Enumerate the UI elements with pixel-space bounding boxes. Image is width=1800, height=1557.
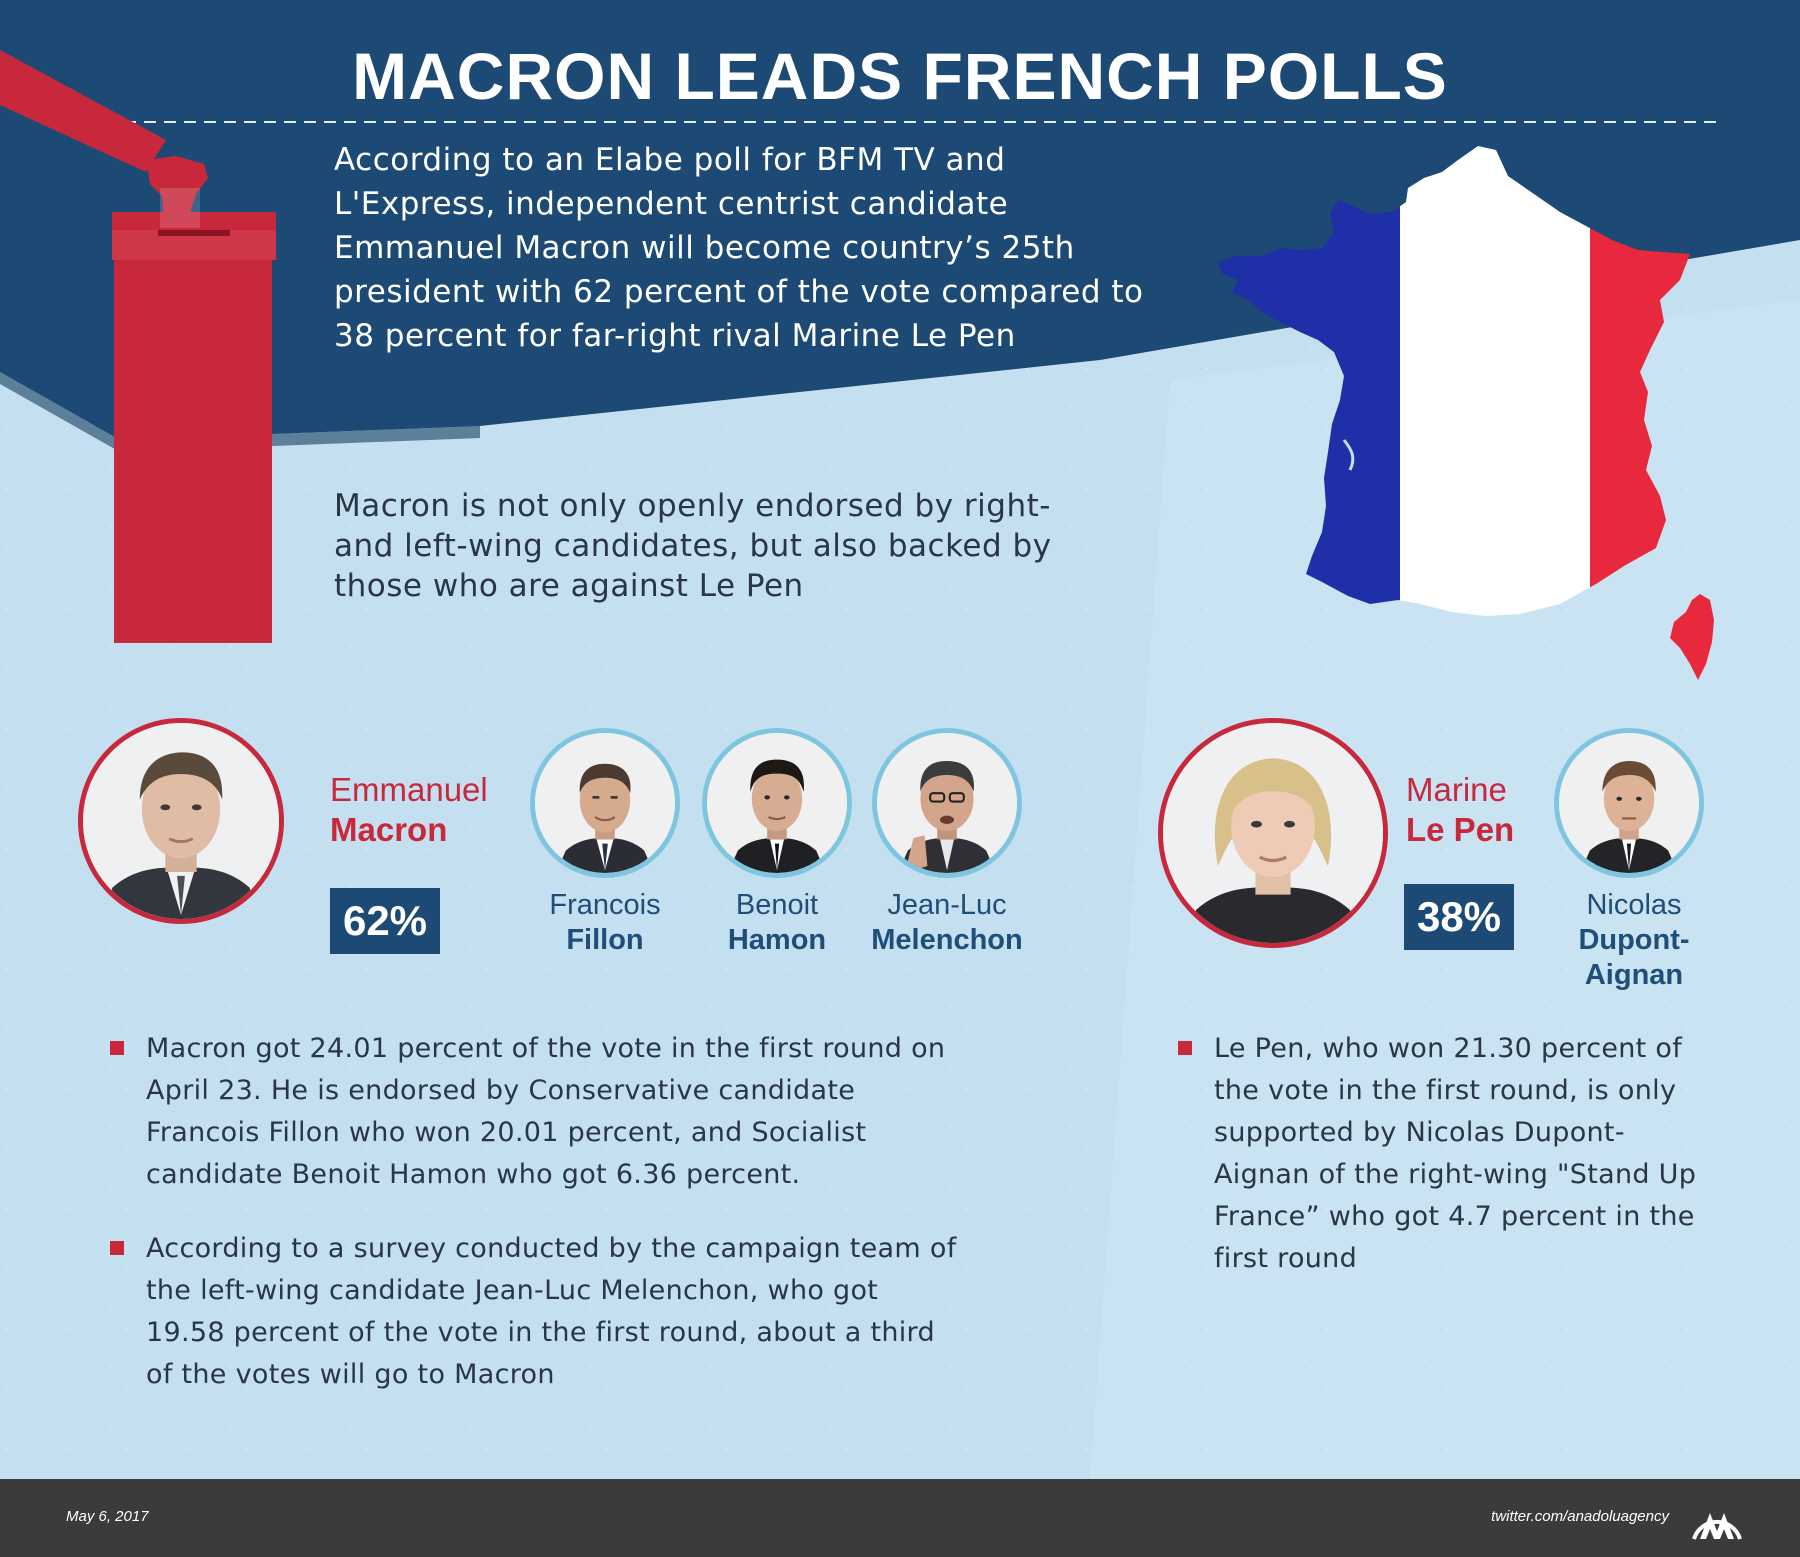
- fillon-name: Francois Fillon: [530, 888, 680, 958]
- hamon-first-name: Benoit: [735, 889, 819, 921]
- bullet-square-icon: [1178, 1041, 1192, 1055]
- macron-first-name: Emmanuel: [330, 771, 488, 808]
- endorsement-paragraph: Macron is not only openly endorsed by ri…: [334, 488, 1052, 604]
- ballot-box-icon: [0, 50, 276, 643]
- lepen-first-name: Marine: [1406, 771, 1507, 808]
- hamon-name: Benoit Hamon: [702, 888, 852, 958]
- bullet-text: Macron got 24.01 percent of the vote in …: [146, 1033, 946, 1190]
- intro-paragraph: According to an Elabe poll for BFM TV an…: [334, 142, 1144, 354]
- footer: May 6, 2017 twitter.com/anadoluagency: [0, 1479, 1800, 1557]
- twitter-link[interactable]: twitter.com/anadoluagency: [1491, 1508, 1669, 1525]
- macron-last-name: Macron: [330, 810, 448, 848]
- melenchon-portrait: [872, 728, 1022, 878]
- right-bullet-list: Le Pen, who won 21.30 percent of the vot…: [1178, 1028, 1708, 1312]
- fillon-portrait: [530, 728, 680, 878]
- lepen-percent-badge: 38%: [1404, 884, 1514, 950]
- bullet-text: Le Pen, who won 21.30 percent of the vot…: [1214, 1033, 1697, 1274]
- macron-name: Emmanuel Macron: [330, 770, 488, 849]
- list-item: Le Pen, who won 21.30 percent of the vot…: [1178, 1028, 1708, 1280]
- lepen-last-name: Le Pen: [1406, 810, 1515, 848]
- fillon-first-name: Francois: [549, 889, 661, 921]
- lepen-name: Marine Le Pen: [1406, 770, 1514, 849]
- dupont-aignan-portrait: [1554, 728, 1704, 878]
- footer-date: May 6, 2017: [66, 1508, 149, 1525]
- list-item: Macron got 24.01 percent of the vote in …: [110, 1028, 960, 1196]
- list-item: According to a survey conducted by the c…: [110, 1228, 960, 1396]
- bullet-square-icon: [110, 1241, 124, 1255]
- macron-percent-badge: 62%: [330, 888, 440, 954]
- dupont-aignan-first-name: Nicolas: [1586, 889, 1682, 921]
- melenchon-last-name: Melenchon: [871, 923, 1023, 956]
- melenchon-name: Jean-Luc Melenchon: [862, 888, 1032, 958]
- melenchon-first-name: Jean-Luc: [887, 889, 1007, 921]
- lepen-portrait: [1158, 718, 1388, 948]
- bullet-text: According to a survey conducted by the c…: [146, 1233, 957, 1390]
- anadolu-logo-icon: [1692, 1513, 1742, 1540]
- dupont-aignan-name: Nicolas Dupont-Aignan: [1534, 888, 1734, 992]
- hamon-last-name: Hamon: [727, 923, 827, 956]
- left-bullet-list: Macron got 24.01 percent of the vote in …: [110, 1028, 960, 1428]
- page-title: MACRON LEADS FRENCH POLLS: [352, 39, 1448, 113]
- bullet-square-icon: [110, 1041, 124, 1055]
- dupont-aignan-last-name: Dupont-Aignan: [1578, 923, 1690, 991]
- hamon-portrait: [702, 728, 852, 878]
- macron-portrait: [78, 718, 284, 924]
- fillon-last-name: Fillon: [566, 923, 644, 956]
